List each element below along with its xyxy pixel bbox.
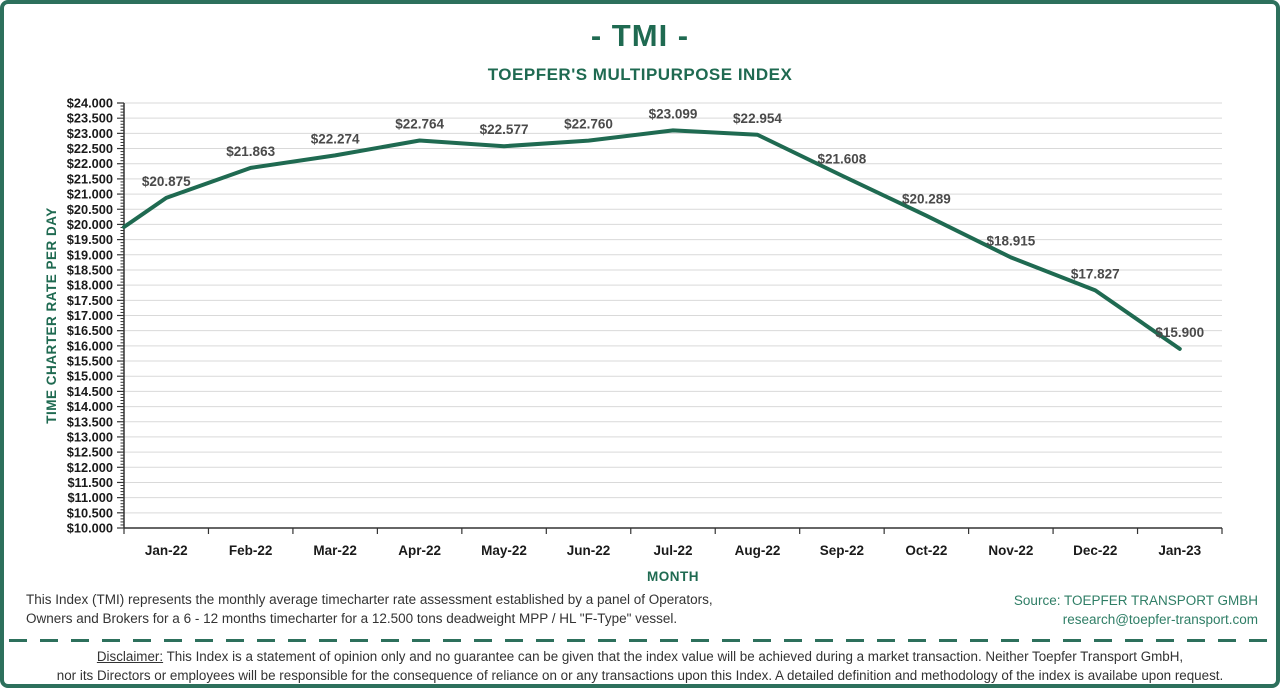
data-label: $20.289 xyxy=(902,192,951,207)
x-tick-label: Jul-22 xyxy=(653,543,692,558)
y-tick-label: $13.000 xyxy=(67,429,113,444)
y-tick-label: $22.500 xyxy=(67,141,113,156)
y-axis-title: TIME CHARTER RATE PER DAY xyxy=(44,207,59,424)
index-description: This Index (TMI) represents the monthly … xyxy=(26,590,713,628)
y-tick-label: $18.500 xyxy=(67,262,113,277)
y-tick-label: $20.000 xyxy=(67,217,113,232)
y-tick-label: $11.500 xyxy=(67,475,113,490)
source-company: Source: TOEPFER TRANSPORT GMBH xyxy=(1013,593,1258,608)
y-tick-label: $17.000 xyxy=(67,308,113,323)
y-tick-label: $14.500 xyxy=(67,384,113,399)
y-tick-label: $24.000 xyxy=(67,96,113,111)
data-label: $22.764 xyxy=(395,117,444,132)
y-tick-label: $13.500 xyxy=(67,414,113,429)
y-tick-label: $11.000 xyxy=(67,490,113,505)
x-tick-label: Jun-22 xyxy=(567,543,611,558)
disclaimer-line1-text: This Index is a statement of opinion onl… xyxy=(163,649,1184,664)
x-tick-label: Mar-22 xyxy=(313,543,357,558)
y-tick-label: $14.000 xyxy=(67,399,113,414)
y-tick-label: $21.000 xyxy=(67,187,113,202)
x-tick-label: Oct-22 xyxy=(905,543,947,558)
y-tick-label: $20.500 xyxy=(67,202,113,217)
y-tick-label: $18.000 xyxy=(67,278,113,293)
x-tick-label: Nov-22 xyxy=(988,543,1033,558)
data-label: $20.875 xyxy=(142,174,191,189)
x-tick-label: Jan-22 xyxy=(145,543,188,558)
data-label: $22.577 xyxy=(480,122,529,137)
y-tick-label: $19.500 xyxy=(67,232,113,247)
data-label: $21.863 xyxy=(226,144,275,159)
y-tick-label: $23.500 xyxy=(67,111,113,126)
y-tick-label: $23.000 xyxy=(67,126,113,141)
x-tick-label: Apr-22 xyxy=(398,543,441,558)
data-label: $15.900 xyxy=(1155,325,1204,340)
disclaimer-line1: Disclaimer: This Index is a statement of… xyxy=(4,647,1276,666)
y-tick-label: $12.000 xyxy=(67,460,113,475)
source-email: research@toepfer-transport.com xyxy=(1062,612,1258,627)
disclaimer-line2: nor its Directors or employees will be r… xyxy=(56,668,1224,683)
y-tick-label: $15.000 xyxy=(67,369,113,384)
x-tick-label: Feb-22 xyxy=(229,543,273,558)
disclaimer: Disclaimer: This Index is a statement of… xyxy=(4,647,1276,684)
y-tick-label: $21.500 xyxy=(67,171,113,186)
data-label: $22.760 xyxy=(564,117,613,132)
dashed-separator xyxy=(9,639,1271,642)
x-tick-label: Jan-23 xyxy=(1158,543,1201,558)
y-tick-label: $15.500 xyxy=(67,354,113,369)
data-label: $21.608 xyxy=(818,152,867,167)
y-tick-label: $10.500 xyxy=(67,505,113,520)
x-tick-label: Dec-22 xyxy=(1073,543,1117,558)
x-tick-label: Sep-22 xyxy=(820,543,864,558)
data-label: $22.274 xyxy=(311,131,360,146)
data-label: $17.827 xyxy=(1071,266,1120,281)
y-tick-label: $16.000 xyxy=(67,338,113,353)
chart-title: - TMI - xyxy=(590,18,690,53)
y-tick-label: $19.000 xyxy=(67,247,113,262)
x-tick-label: May-22 xyxy=(481,543,527,558)
data-label: $23.099 xyxy=(649,106,698,121)
y-tick-label: $12.500 xyxy=(67,445,113,460)
y-tick-label: $16.500 xyxy=(67,323,113,338)
x-axis-title: MONTH xyxy=(647,569,699,584)
data-label: $18.915 xyxy=(986,233,1035,248)
tmi-line-chart: $24.000$23.500$23.000$22.500$22.000$21.5… xyxy=(44,96,1223,584)
disclaimer-label: Disclaimer: xyxy=(96,649,164,664)
chart-subtitle: TOEPFER'S MULTIPURPOSE INDEX xyxy=(487,65,793,84)
source-block: Source: TOEPFER TRANSPORT GMBH research@… xyxy=(1014,591,1258,629)
index-description-line1: This Index (TMI) represents the monthly … xyxy=(26,592,713,607)
y-tick-label: $10.000 xyxy=(67,521,113,536)
data-label: $22.954 xyxy=(733,111,782,126)
x-tick-label: Aug-22 xyxy=(735,543,781,558)
y-tick-label: $17.500 xyxy=(67,293,113,308)
index-description-line2: Owners and Brokers for a 6 - 12 months t… xyxy=(26,611,678,626)
y-tick-label: $22.000 xyxy=(67,156,113,171)
series-line xyxy=(122,128,1182,351)
